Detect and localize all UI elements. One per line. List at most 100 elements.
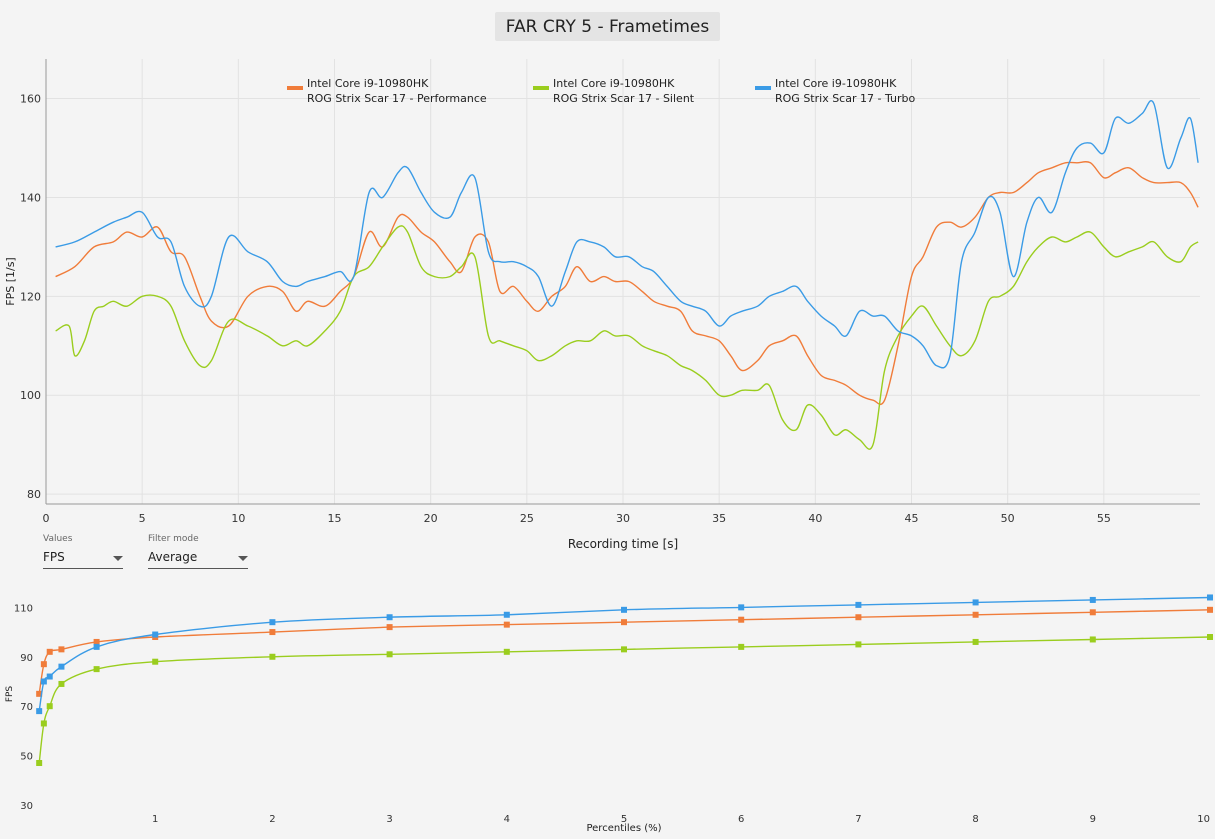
y-tick-label: 110	[14, 603, 33, 614]
data-point	[36, 760, 43, 766]
x-tick-label: 15	[328, 512, 342, 525]
x-tick-label: 35	[712, 512, 726, 525]
series-line	[55, 100, 1199, 369]
x-tick-label: 6	[738, 814, 744, 825]
y-tick-label: 120	[20, 290, 41, 303]
x-tick-label: 10	[231, 512, 245, 525]
x-tick-label: 0	[43, 512, 50, 525]
values-dropdown[interactable]: Values FPS	[43, 534, 123, 569]
x-tick-label: 50	[1001, 512, 1015, 525]
legend-label-line2: ROG Strix Scar 17 - Silent	[553, 92, 695, 105]
series-line	[38, 609, 1211, 694]
filter-mode-dropdown-caption: Filter mode	[148, 534, 199, 544]
x-tick-label: 7	[855, 814, 861, 825]
data-point	[36, 708, 43, 715]
y-tick-label: 30	[20, 801, 33, 812]
x-axis-title: Recording time [s]	[568, 537, 678, 551]
data-point	[738, 643, 745, 650]
data-point	[46, 673, 53, 680]
data-point	[58, 663, 65, 670]
data-point	[46, 703, 53, 710]
data-point	[40, 720, 47, 727]
x-tick-label: 5	[139, 512, 146, 525]
y-tick-label: 100	[20, 389, 41, 402]
x-tick-label: 55	[1097, 512, 1111, 525]
data-point	[855, 614, 862, 621]
y-tick-label: 160	[20, 93, 41, 106]
data-point	[58, 646, 65, 653]
legend-label-line2: ROG Strix Scar 17 - Performance	[307, 92, 487, 105]
data-point	[93, 643, 100, 650]
data-point	[621, 619, 627, 626]
legend-swatch	[287, 86, 303, 90]
chart-title: FAR CRY 5 - Frametimes	[495, 12, 720, 41]
data-point	[1207, 606, 1213, 613]
chevron-down-icon	[238, 556, 248, 561]
data-point	[738, 604, 745, 611]
data-point	[269, 629, 276, 636]
data-point	[36, 690, 43, 697]
y-tick-label: 140	[20, 191, 41, 204]
data-point	[972, 638, 979, 645]
x-tick-label: 1	[152, 814, 158, 825]
legend-label-line1: Intel Core i9-10980HK	[307, 77, 429, 90]
data-point	[386, 614, 393, 621]
data-point	[1207, 594, 1213, 601]
values-dropdown-selected: FPS	[43, 550, 65, 564]
x-axis-title: Percentiles (%)	[586, 823, 661, 834]
x-tick-label: 8	[972, 814, 978, 825]
data-point	[503, 621, 510, 628]
data-point	[386, 624, 393, 631]
data-point	[386, 651, 393, 658]
data-point	[46, 648, 53, 655]
data-point	[93, 638, 100, 645]
x-tick-label: 10	[1197, 814, 1210, 825]
values-dropdown-caption: Values	[43, 534, 73, 544]
data-point	[738, 616, 745, 623]
data-point	[40, 678, 47, 685]
y-tick-label: 50	[20, 752, 33, 763]
series-line	[38, 596, 1211, 712]
x-tick-label: 30	[616, 512, 630, 525]
y-axis-title: FPS [1/s]	[4, 257, 17, 305]
legend-label-line1: Intel Core i9-10980HK	[553, 77, 675, 90]
data-point	[40, 661, 47, 668]
data-point	[621, 646, 627, 653]
y-tick-label: 80	[27, 488, 41, 501]
data-point	[1089, 609, 1096, 616]
chevron-down-icon	[113, 556, 123, 561]
data-point	[503, 648, 510, 655]
y-tick-label: 70	[20, 702, 33, 713]
legend-label-line2: ROG Strix Scar 17 - Turbo	[775, 92, 915, 105]
data-point	[152, 658, 159, 665]
x-tick-label: 25	[520, 512, 534, 525]
data-point	[972, 611, 979, 618]
filter-mode-dropdown-selected: Average	[148, 550, 198, 564]
data-point	[1089, 636, 1096, 643]
x-tick-label: 9	[1090, 814, 1096, 825]
y-tick-label: 90	[20, 653, 33, 664]
filter-mode-dropdown[interactable]: Filter mode Average	[148, 534, 248, 569]
data-point	[1089, 596, 1096, 603]
data-point	[58, 680, 65, 687]
legend-swatch	[533, 86, 549, 90]
x-tick-label: 2	[269, 814, 275, 825]
x-tick-label: 20	[424, 512, 438, 525]
data-point	[152, 631, 159, 638]
data-point	[855, 601, 862, 608]
legend-label-line1: Intel Core i9-10980HK	[775, 77, 897, 90]
data-point	[621, 606, 627, 613]
series-line	[55, 161, 1199, 406]
series-line	[55, 225, 1199, 450]
x-tick-label: 40	[808, 512, 822, 525]
x-tick-label: 45	[905, 512, 919, 525]
data-point	[269, 619, 276, 626]
legend-swatch	[755, 86, 771, 90]
x-tick-label: 3	[386, 814, 392, 825]
data-point	[93, 666, 100, 673]
data-point	[269, 653, 276, 660]
data-point	[972, 599, 979, 606]
data-point	[1207, 634, 1213, 640]
series-line	[38, 636, 1211, 764]
